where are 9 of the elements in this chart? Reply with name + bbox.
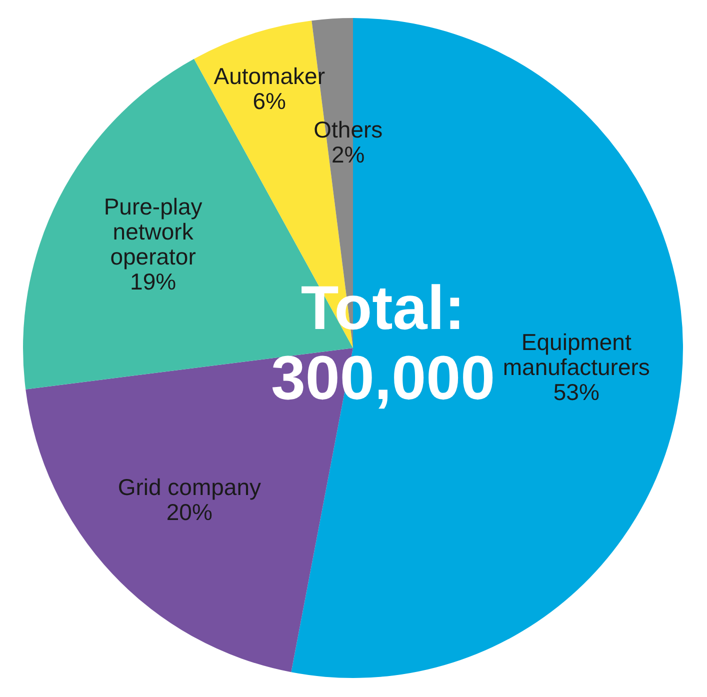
slice-label: Pure-play network operator <box>104 194 203 270</box>
slice-label: Automaker <box>214 63 326 90</box>
slice-label: Others <box>314 116 383 142</box>
slice-label: Grid company <box>118 474 262 500</box>
data-label: 6% <box>252 88 286 114</box>
data-label: 19% <box>130 268 176 295</box>
slice-label: Equipment manufacturers <box>502 329 650 380</box>
data-label: 53% <box>553 379 600 406</box>
data-label: 20% <box>166 499 212 526</box>
